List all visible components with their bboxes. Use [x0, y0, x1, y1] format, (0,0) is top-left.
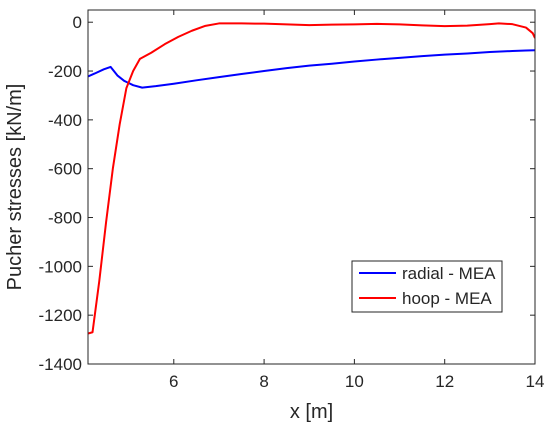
y-tick-label: -1200 — [39, 306, 82, 325]
legend-box — [351, 260, 503, 313]
tick-layer: 6 8 10 12 14 0 -200 -400 -600 -800 -1000 -1200 -1400 — [39, 10, 545, 391]
plot-frame — [87, 9, 536, 365]
y-tick-label: -1400 — [39, 355, 82, 374]
x-tick-label: 12 — [435, 372, 454, 391]
x-tick-label: 10 — [345, 372, 364, 391]
series-line-hoop — [88, 22, 535, 335]
y-tick-label: -800 — [48, 209, 82, 228]
y-tick-label: -600 — [48, 160, 82, 179]
legend-label-radial: radial - MEA — [402, 264, 496, 283]
series-line-radial — [88, 49, 535, 89]
y-tick-label: 0 — [73, 13, 82, 32]
y-tick-label: -400 — [48, 111, 82, 130]
legend-label-hoop: hoop - MEA — [402, 289, 492, 308]
y-axis-label: Pucher stresses [kN/m] — [4, 84, 26, 291]
y-tick-label: -1000 — [39, 257, 82, 276]
series-layer — [88, 22, 535, 335]
x-tick-label: 6 — [169, 372, 178, 391]
x-tick-label: 8 — [259, 372, 268, 391]
x-axis-label: x [m] — [290, 401, 333, 423]
legend: radial - MEA hoop - MEA — [351, 260, 503, 313]
y-tick-label: -200 — [48, 62, 82, 81]
x-tick-label: 14 — [526, 372, 545, 391]
